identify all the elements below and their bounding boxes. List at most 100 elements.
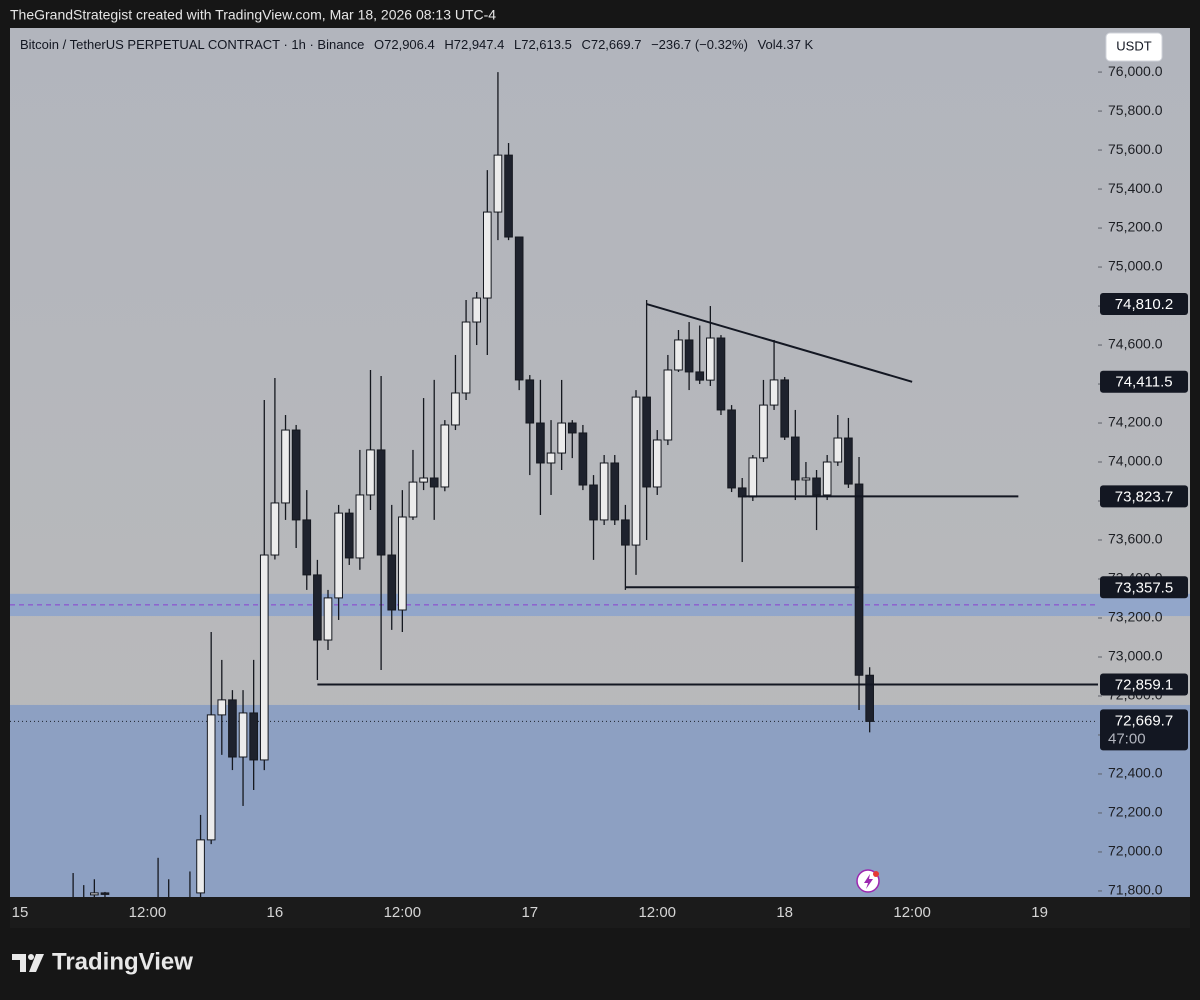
candle-body bbox=[769, 379, 779, 406]
candle-body bbox=[366, 449, 375, 496]
x-tick-label: 12:00 bbox=[638, 904, 676, 921]
candle-body bbox=[238, 712, 248, 758]
candle-body bbox=[90, 892, 99, 896]
y-tick-label: 75,600.0 bbox=[1108, 141, 1163, 157]
candle-body bbox=[493, 154, 503, 213]
x-tick-label: 19 bbox=[1031, 904, 1048, 921]
candle-body bbox=[557, 422, 566, 454]
x-tick-label: 12:00 bbox=[384, 904, 422, 921]
y-tick-label: 75,000.0 bbox=[1108, 258, 1163, 274]
y-tick-label: 72,200.0 bbox=[1108, 804, 1163, 820]
alert-icon[interactable] bbox=[856, 869, 880, 893]
y-tick-label: 74,200.0 bbox=[1108, 414, 1163, 430]
candle-body bbox=[504, 154, 513, 238]
candle-body bbox=[313, 574, 322, 641]
price-badge-label: 72,859.1 bbox=[1115, 676, 1173, 693]
candle-body bbox=[844, 437, 853, 485]
trend-line bbox=[646, 303, 913, 383]
candle-body bbox=[642, 396, 651, 488]
y-tick-label: 76,000.0 bbox=[1108, 63, 1163, 79]
candle-body bbox=[249, 712, 258, 761]
candle-body bbox=[376, 449, 386, 556]
candle-body bbox=[674, 339, 683, 371]
candle-body bbox=[259, 554, 269, 761]
change: −236.7 (−0.32%) bbox=[651, 37, 748, 52]
candle-body bbox=[621, 519, 630, 546]
candle-body bbox=[429, 477, 439, 488]
candle-body bbox=[451, 392, 460, 426]
candle-body bbox=[228, 699, 237, 758]
plot bbox=[10, 72, 1098, 897]
x-tick-label: 15 bbox=[12, 904, 29, 921]
candle-body bbox=[790, 436, 800, 481]
volume: Vol4.37 K bbox=[758, 37, 814, 52]
price-badge-label: 73,357.5 bbox=[1115, 579, 1173, 596]
credit: TheGrandStrategist created with TradingV… bbox=[10, 7, 496, 23]
candle-body bbox=[408, 481, 418, 518]
last-price-badge bbox=[1100, 709, 1188, 751]
candle-body bbox=[281, 429, 290, 504]
candle-body bbox=[631, 396, 641, 546]
y-tick-label: 73,600.0 bbox=[1108, 531, 1163, 547]
countdown: 47:00 bbox=[1108, 730, 1146, 747]
y-tick-label: 75,800.0 bbox=[1108, 102, 1163, 118]
candle-body bbox=[334, 512, 343, 599]
candle-body bbox=[482, 211, 492, 299]
candle-body bbox=[196, 839, 205, 894]
candle-body bbox=[419, 477, 428, 483]
candle-body bbox=[387, 554, 397, 611]
x-tick-label: 18 bbox=[776, 904, 793, 921]
candle-body bbox=[599, 462, 609, 521]
currency[interactable]: USDT bbox=[1116, 38, 1151, 53]
candle-body bbox=[589, 484, 598, 521]
candle-body bbox=[100, 892, 110, 895]
candle-body bbox=[206, 714, 216, 841]
candle-body bbox=[706, 337, 715, 381]
candle-body bbox=[652, 439, 662, 488]
price-badge bbox=[1100, 576, 1188, 599]
candle-body bbox=[323, 597, 333, 641]
candle-body bbox=[759, 404, 768, 459]
candle-body bbox=[780, 379, 790, 438]
candle-body bbox=[355, 494, 365, 559]
candle-body bbox=[695, 371, 705, 381]
price-badge-label: 73,823.7 bbox=[1115, 488, 1173, 505]
legend: Bitcoin / TetherUS PERPETUAL CONTRACT · … bbox=[20, 37, 814, 52]
y-tick-label: 73,000.0 bbox=[1108, 648, 1163, 664]
candle-body bbox=[536, 422, 545, 464]
x-tick-label: 17 bbox=[521, 904, 538, 921]
price-badge bbox=[1100, 485, 1188, 508]
candle-body bbox=[822, 461, 832, 496]
price-badge-label: 74,810.2 bbox=[1115, 296, 1173, 313]
candle-body bbox=[833, 437, 843, 463]
candle-body bbox=[716, 337, 726, 411]
candle-body bbox=[801, 477, 811, 481]
candle-body bbox=[610, 462, 620, 521]
y-tick-label: 75,200.0 bbox=[1108, 219, 1163, 235]
zone-axis bbox=[1098, 593, 1190, 617]
brand: TradingView bbox=[52, 948, 193, 975]
last-price-label: 72,669.7 bbox=[1115, 712, 1173, 729]
candle-body bbox=[525, 379, 535, 424]
candle-body bbox=[514, 236, 524, 381]
open: O72,906.4 bbox=[374, 37, 435, 52]
y-tick-label: 72,400.0 bbox=[1108, 765, 1163, 781]
y-tick-label: 74,600.0 bbox=[1108, 336, 1163, 352]
price-badge bbox=[1100, 673, 1188, 696]
currency-button[interactable] bbox=[1105, 32, 1163, 62]
candle-body bbox=[546, 452, 556, 464]
candle-body bbox=[291, 429, 301, 521]
y-tick-label: 72,000.0 bbox=[1108, 843, 1163, 859]
y-tick-label: 71,800.0 bbox=[1108, 882, 1163, 898]
candle-body bbox=[684, 339, 694, 373]
low: L72,613.5 bbox=[514, 37, 572, 52]
close: C72,669.7 bbox=[581, 37, 641, 52]
candle-body bbox=[302, 519, 312, 576]
candle-body bbox=[217, 699, 227, 716]
price-axis: 71,800.072,000.072,200.072,400.072,600.0… bbox=[1098, 63, 1190, 898]
candle-body bbox=[567, 422, 577, 434]
x-tick-label: 12:00 bbox=[893, 904, 931, 921]
price-badge-label: 74,411.5 bbox=[1115, 374, 1172, 391]
candle-body bbox=[727, 409, 736, 489]
y-tick-label: 74,000.0 bbox=[1108, 453, 1163, 469]
